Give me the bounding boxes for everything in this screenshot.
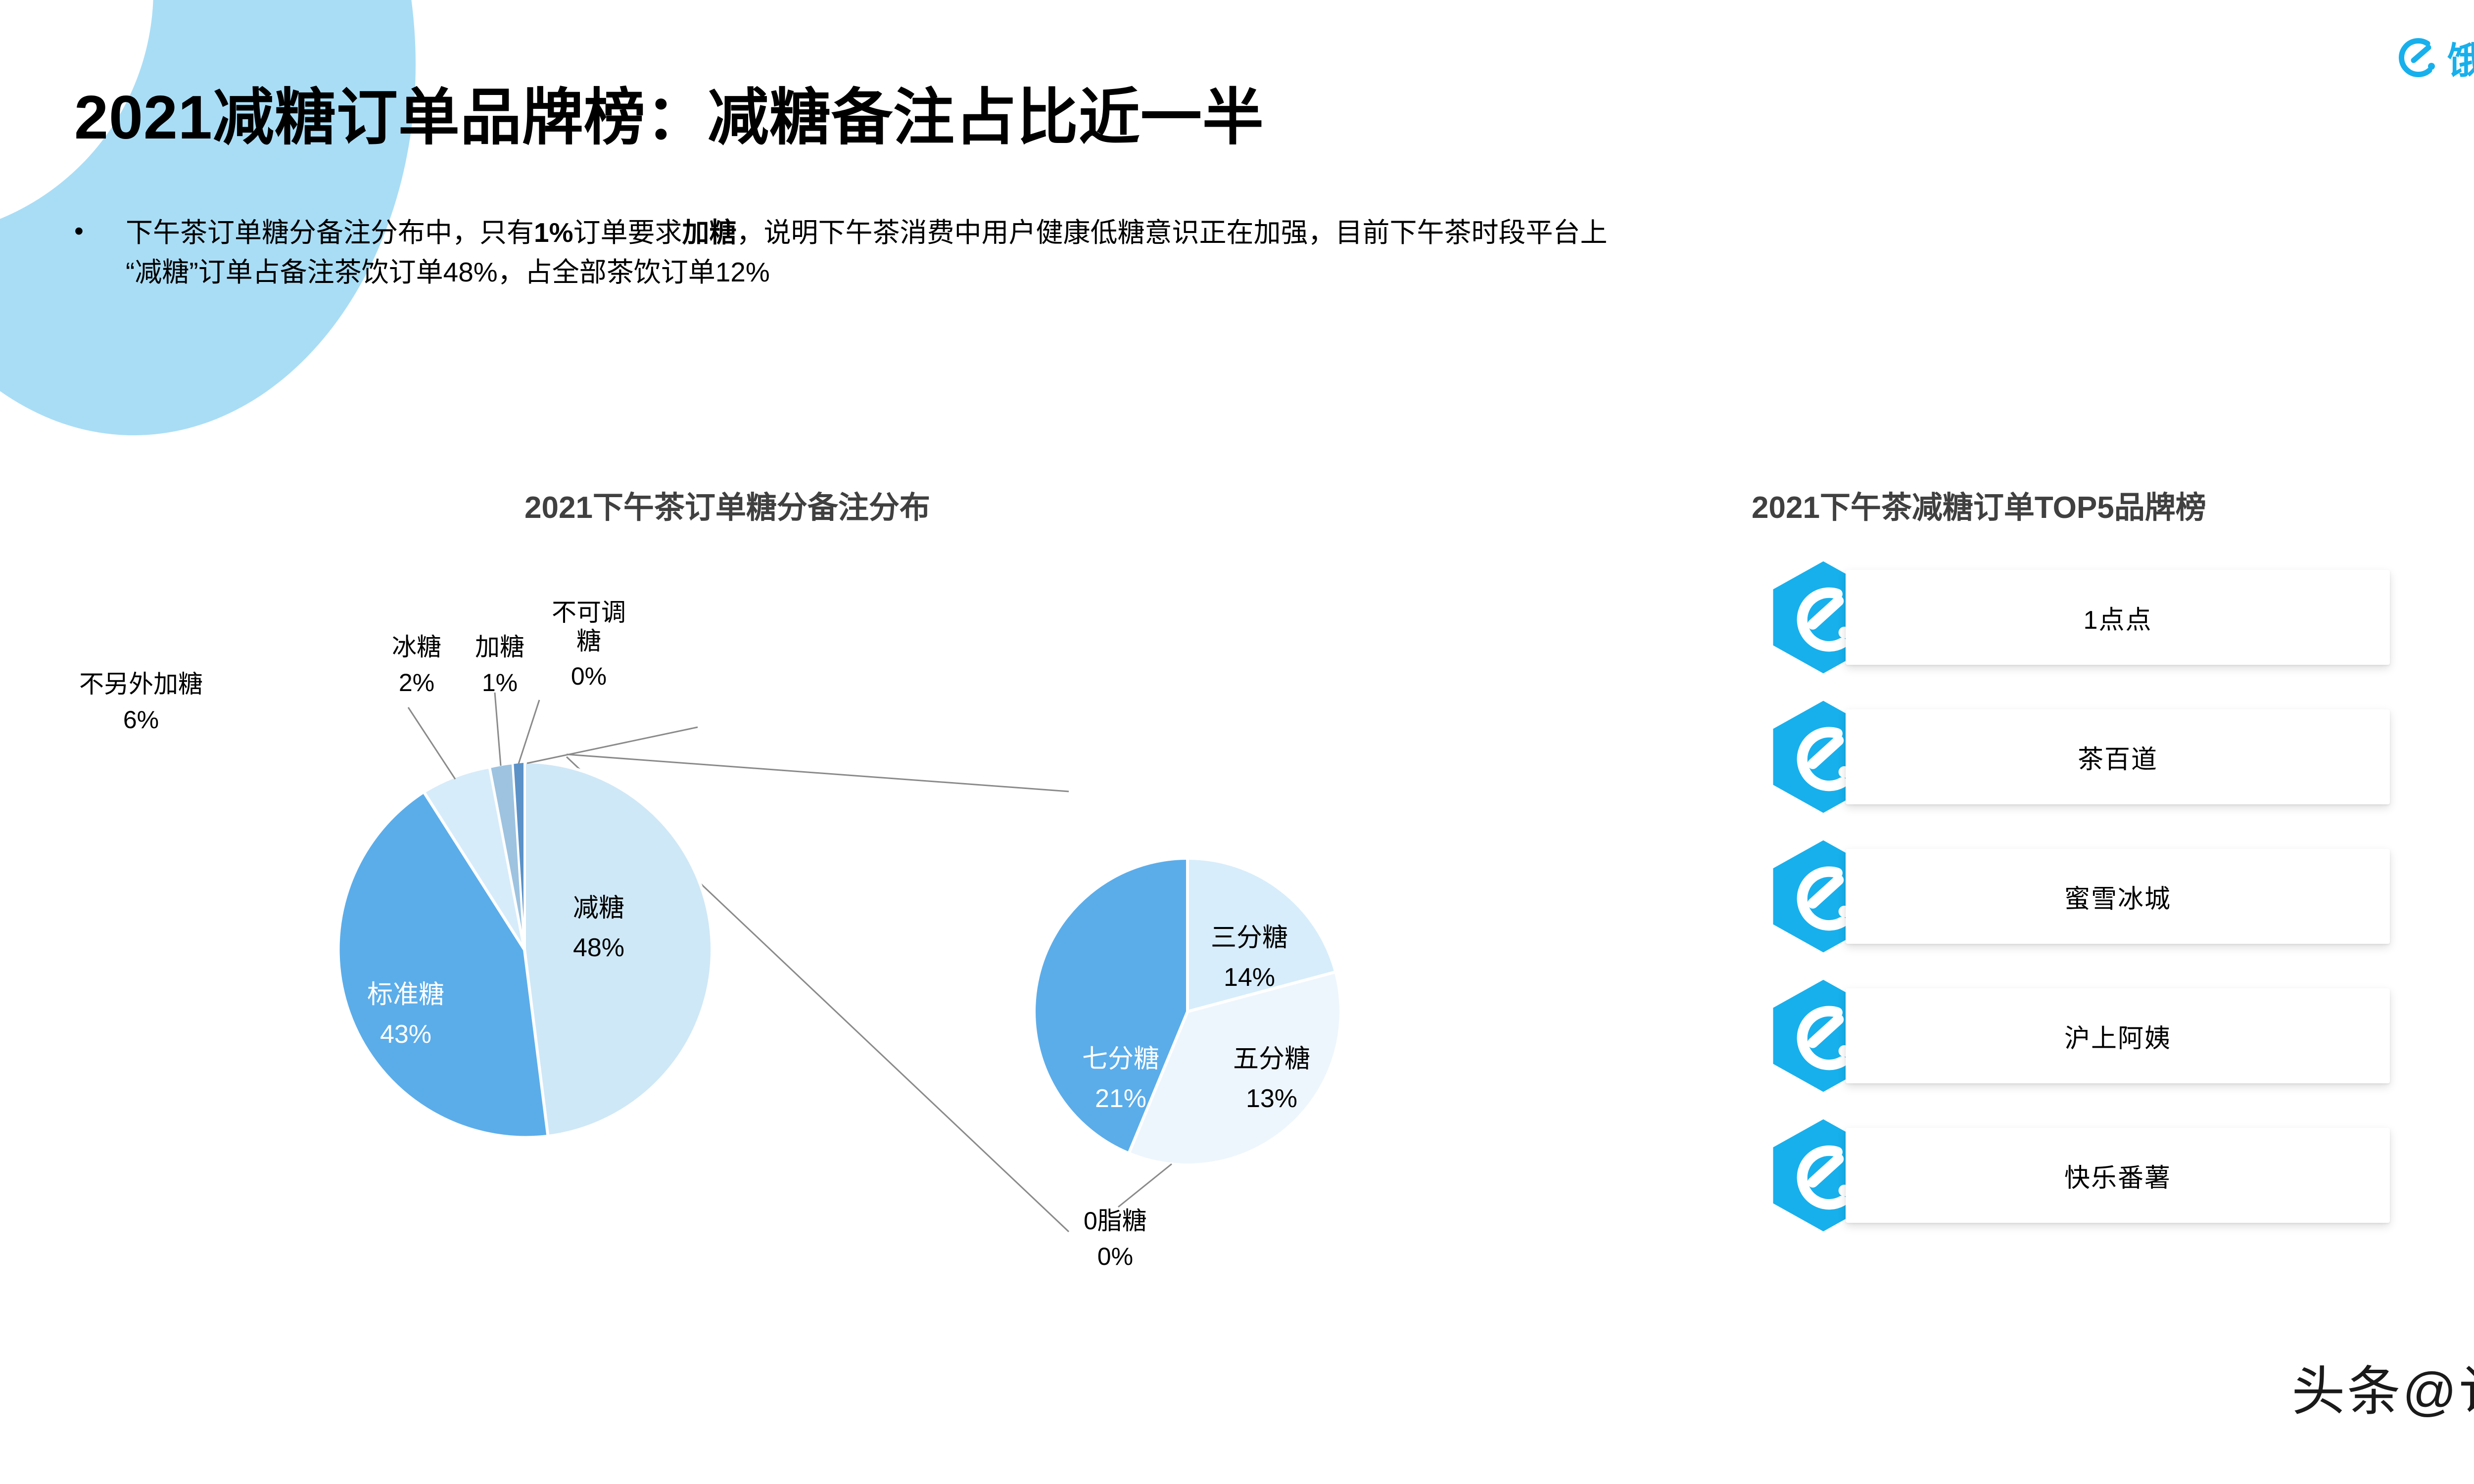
rank-list-item[interactable]: 茶百道 [1761, 698, 2390, 815]
watermark: 头条@认是 [2291, 1361, 2474, 1421]
main-pie-slices [336, 760, 714, 1139]
rank-card[interactable]: 沪上阿姨 [1846, 988, 2390, 1083]
detail-leader-line [1118, 1163, 1172, 1208]
slice-wufentang [1127, 970, 1342, 1166]
rank-card[interactable]: 茶百道 [1846, 709, 2390, 804]
summary-text-a: 下午茶订单糖分备注分布中，只有 [126, 217, 534, 248]
slice-buling-wai-jiatang [422, 765, 526, 951]
rank-list-item[interactable]: 1点点 [1761, 559, 2390, 676]
summary-line-1: 下午茶订单糖分备注分布中，只有1%订单要求加糖，说明下午茶消费中用户健康低糖意识… [91, 213, 1608, 252]
label-qifentang: 七分糖 21% [1082, 1045, 1159, 1113]
pie-chart-title: 2021下午茶订单糖分备注分布 [524, 491, 930, 525]
svg-text:饿了么: 饿了么 [2447, 40, 2474, 81]
page-title: 2021减糖订单品牌榜：减糖备注占比近一半 [74, 84, 1264, 152]
label-jiantang: 减糖 48% [572, 894, 625, 963]
slice-biaozhuntang [336, 789, 550, 1139]
brand-name: 茶百道 [2077, 745, 2158, 774]
rank-list-title: 2021下午茶减糖订单TOP5品牌榜 [1752, 491, 2206, 525]
label-bukediao-tang: 不可调糖 0% [552, 599, 626, 690]
label-bingtang: 冰糖 2% [392, 633, 441, 696]
label-sanfentang: 三分糖 14% [1210, 924, 1288, 992]
label-buling-wai-jiatang: 不另外加糖 6% [79, 670, 203, 734]
label-0zhitang: 0脂糖 0% [1084, 1207, 1147, 1270]
summary-pct-1: 1% [534, 217, 573, 248]
brand-name: 蜜雪冰城 [2064, 884, 2171, 914]
rank-list-item[interactable]: 快乐番薯 [1761, 1117, 2390, 1234]
detail-pie-slices [1033, 856, 1342, 1166]
pie-svg [336, 692, 1342, 1233]
slice-jiantang [523, 760, 714, 1138]
brand-name: 快乐番薯 [2064, 1163, 2171, 1193]
rank-card[interactable]: 快乐番薯 [1846, 1128, 2390, 1223]
label-wufentang: 五分糖 13% [1233, 1045, 1310, 1113]
pie-leader-lines [407, 692, 698, 780]
summary-paragraph: • 下午茶订单糖分备注分布中，只有1%订单要求加糖，说明下午茶消费中用户健康低糖… [74, 213, 2400, 292]
rank-card[interactable]: 1点点 [1846, 570, 2390, 665]
summary-text-e: ，说明下午茶消费中用户健康低糖意识正在加强，目前下午茶时段平台上 [736, 217, 1608, 248]
rank-card[interactable]: 蜜雪冰城 [1846, 849, 2390, 944]
rank-list-item[interactable]: 蜜雪冰城 [1761, 838, 2390, 955]
bullet-dot-icon: • [74, 216, 84, 246]
slice-qifentang [1033, 856, 1189, 1156]
summary-emph-add-sugar: 加糖 [682, 217, 737, 248]
eleme-logo: 饿了么 [2389, 30, 2474, 84]
brand-name: 1点点 [2083, 605, 2152, 635]
slice-sanfentang [1186, 856, 1338, 1014]
summary-text-c: 订单要求 [573, 217, 682, 248]
summary-line-2: “减糖”订单占备注茶饮订单48%，占全部茶饮订单12% [126, 257, 770, 287]
label-jiatang: 加糖 1% [475, 633, 524, 696]
rank-list-item[interactable]: 沪上阿姨 [1761, 977, 2390, 1094]
label-biaozhuntang: 标准糖 43% [367, 980, 444, 1049]
brand-name: 沪上阿姨 [2064, 1024, 2171, 1053]
sugar-distribution-chart: 不另外加糖 6% 冰糖 2% 加糖 1% 不可调糖 0% 0脂糖 0% 减糖 4… [79, 544, 1484, 1336]
brand-rank-list: 1点点 茶百道 [1761, 559, 2390, 1256]
